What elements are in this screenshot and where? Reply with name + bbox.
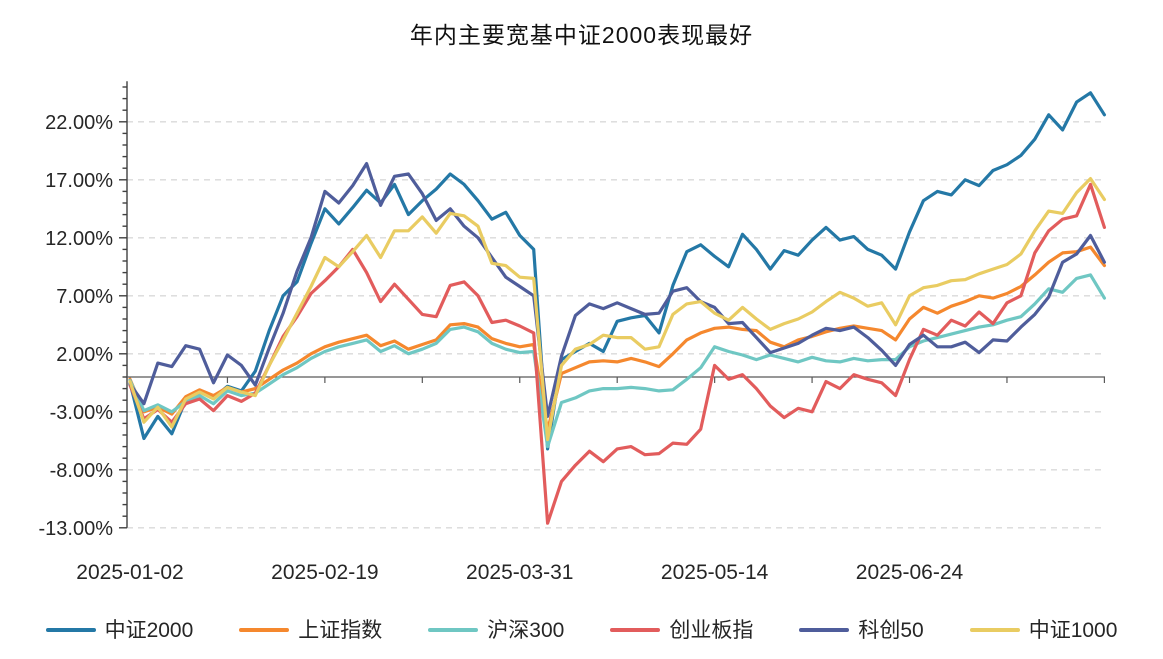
legend-item: 中证2000 bbox=[45, 618, 194, 642]
x-tick-label: 2025-02-19 bbox=[271, 561, 378, 584]
legend-label: 沪深300 bbox=[487, 618, 565, 642]
legend-line-swatch bbox=[969, 627, 1020, 633]
legend-line-swatch bbox=[799, 627, 850, 633]
x-tick-label: 2025-05-14 bbox=[661, 561, 769, 584]
legend-line-swatch bbox=[428, 627, 479, 633]
x-tick-label: 2025-06-24 bbox=[856, 561, 964, 584]
series-line bbox=[128, 162, 1106, 418]
y-tick-label: 22.00% bbox=[45, 112, 113, 134]
legend-label: 上证指数 bbox=[298, 618, 383, 642]
legend-label: 中证2000 bbox=[104, 618, 194, 642]
legend-line-swatch bbox=[45, 627, 96, 633]
x-tick-label: 2025-01-02 bbox=[76, 561, 183, 584]
legend-label: 科创50 bbox=[858, 618, 924, 642]
series-line bbox=[128, 273, 1106, 449]
legend-item: 沪深300 bbox=[428, 620, 564, 641]
x-tick-label: 2025-03-31 bbox=[466, 561, 573, 584]
legend-item: 上证指数 bbox=[239, 620, 382, 641]
legend-line-swatch bbox=[239, 627, 290, 633]
y-tick-label: 7.00% bbox=[56, 286, 113, 308]
legend-item: 创业板指 bbox=[610, 620, 753, 641]
series-line bbox=[128, 91, 1106, 451]
series-line bbox=[128, 177, 1106, 442]
legend-line-swatch bbox=[610, 627, 661, 633]
legend-label: 中证1000 bbox=[1028, 618, 1118, 642]
y-tick-label: -13.00% bbox=[39, 518, 114, 540]
legend-item: 中证1000 bbox=[969, 618, 1118, 642]
legend: 中证2000 上证指数 沪深300 创业板指 科创50 中证1000 bbox=[0, 612, 1163, 648]
y-tick-label: 17.00% bbox=[45, 170, 113, 192]
y-tick-label: -3.00% bbox=[50, 402, 114, 424]
y-tick-label: 12.00% bbox=[45, 228, 113, 250]
legend-item: 科创50 bbox=[799, 618, 924, 642]
legend-label: 创业板指 bbox=[669, 618, 754, 642]
y-tick-label: 2.00% bbox=[56, 344, 113, 366]
y-tick-label: -8.00% bbox=[50, 460, 114, 482]
series-line bbox=[128, 245, 1106, 432]
chart-title: 年内主要宽基中证2000表现最好 bbox=[409, 22, 754, 48]
